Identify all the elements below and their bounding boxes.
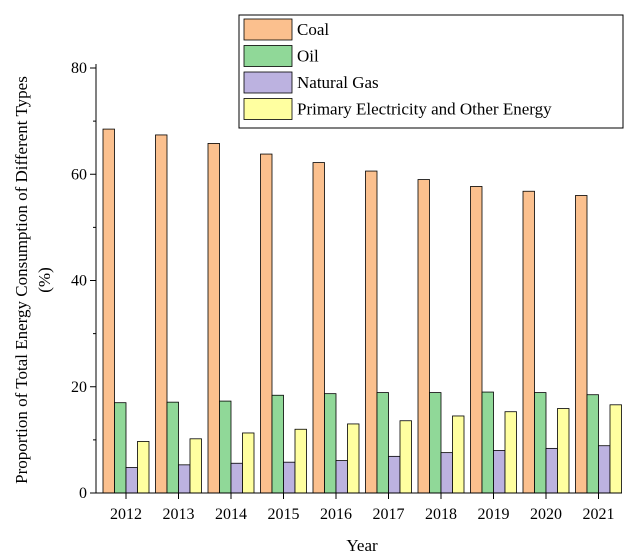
bar-oil-2021	[586, 394, 599, 494]
legend-swatch-coal	[243, 18, 293, 41]
bar-natural-gas-2018	[440, 452, 453, 494]
bar-oil-2016	[324, 393, 337, 494]
bar-coal-2021	[575, 195, 588, 494]
x-tick-label: 2017	[373, 506, 405, 523]
y-tick-label: 0	[79, 485, 87, 502]
bar-oil-2014	[219, 400, 232, 494]
bar-natural-gas-2017	[388, 455, 401, 494]
bar-oil-2012	[114, 402, 127, 494]
bar-primary-electricity-and-other-energy-2012	[137, 441, 150, 494]
x-tick-label: 2012	[110, 506, 142, 523]
legend-box	[238, 14, 624, 129]
bar-natural-gas-2016	[335, 460, 348, 494]
bar-coal-2012	[102, 128, 115, 494]
x-tick-label: 2015	[268, 506, 300, 523]
bar-oil-2013	[166, 401, 179, 494]
bar-natural-gas-2013	[178, 464, 191, 494]
bar-primary-electricity-and-other-energy-2020	[557, 408, 570, 494]
bar-primary-electricity-and-other-energy-2014	[242, 432, 255, 494]
legend-label-primary-electricity-and-other-energy: Primary Electricity and Other Energy	[297, 100, 552, 119]
bars-group	[102, 128, 622, 494]
legend-swatch-natural-gas	[243, 71, 293, 94]
bar-coal-2014	[207, 143, 220, 494]
bar-coal-2017	[365, 170, 378, 494]
bar-natural-gas-2012	[125, 467, 138, 494]
x-tick-label: 2019	[478, 506, 510, 523]
bar-primary-electricity-and-other-energy-2021	[609, 404, 622, 494]
y-tick-label: 60	[71, 166, 87, 183]
y-axis-label: Proportion of Total Energy Consumption o…	[12, 76, 31, 484]
legend-swatch-primary-electricity-and-other-energy	[243, 98, 293, 120]
bar-oil-2020	[534, 392, 547, 494]
legend: Coal Oil Natural Gas Primary Electricity an…	[238, 14, 624, 129]
bar-natural-gas-2014	[230, 462, 243, 494]
legend-swatch-oil	[243, 45, 293, 67]
bar-coal-2016	[312, 162, 325, 494]
x-tick-label: 2021	[583, 506, 615, 523]
bar-natural-gas-2019	[493, 450, 506, 494]
bar-coal-2019	[470, 186, 483, 494]
bar-natural-gas-2020	[545, 447, 558, 494]
y-tick-label: 40	[71, 273, 87, 290]
x-axis-label: Year	[346, 536, 378, 555]
bar-primary-electricity-and-other-energy-2013	[189, 438, 202, 494]
bar-oil-2017	[376, 392, 389, 494]
y-axis-label-unit: (%)	[35, 267, 54, 292]
bar-primary-electricity-and-other-energy-2019	[504, 411, 517, 494]
bar-natural-gas-2021	[598, 445, 611, 494]
x-tick-label: 2016	[320, 506, 352, 523]
bar-coal-2018	[417, 179, 430, 494]
bar-primary-electricity-and-other-energy-2018	[452, 415, 465, 494]
bar-oil-2019	[481, 391, 494, 494]
legend-label-oil: Oil	[297, 47, 319, 66]
bar-primary-electricity-and-other-energy-2016	[347, 423, 360, 494]
x-tick-label: 2020	[530, 506, 562, 523]
x-tick-label: 2013	[163, 506, 195, 523]
y-tick-label: 80	[71, 60, 87, 77]
bar-coal-2015	[260, 153, 273, 494]
legend-label-coal: Coal	[297, 20, 329, 39]
x-tick-label: 2018	[425, 506, 457, 523]
bar-oil-2015	[271, 394, 284, 494]
bar-primary-electricity-and-other-energy-2015	[294, 428, 307, 494]
axes-group: 0 20 40 60 80 2012 2013 2014 2015 2016 2017 2018 201…	[71, 60, 622, 523]
x-tick-label: 2014	[215, 506, 247, 523]
bar-natural-gas-2015	[283, 461, 296, 494]
legend-label-natural-gas: Natural Gas	[297, 73, 379, 92]
y-tick-label: 20	[71, 379, 87, 396]
bar-oil-2018	[429, 392, 442, 494]
bar-coal-2013	[155, 134, 168, 494]
bar-coal-2020	[522, 190, 535, 494]
bar-primary-electricity-and-other-energy-2017	[399, 420, 412, 494]
